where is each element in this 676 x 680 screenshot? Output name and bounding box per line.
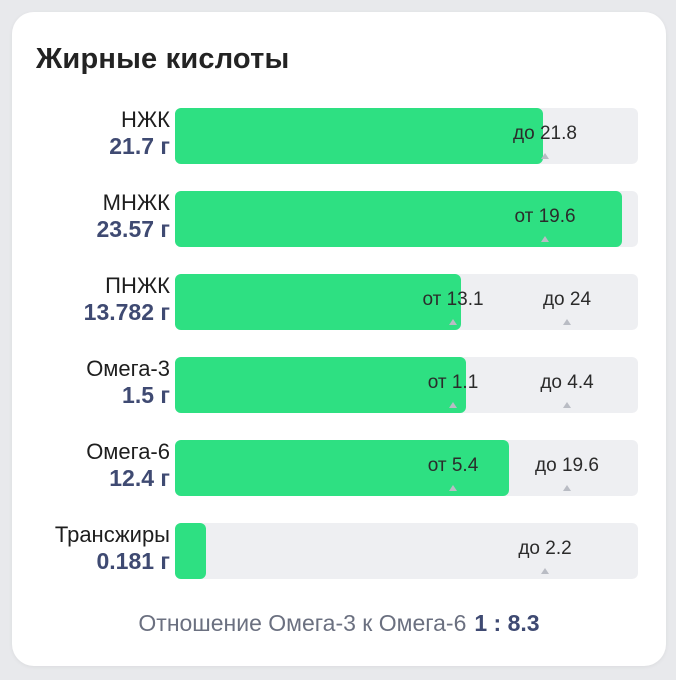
progress-track: от 13.1 до 24 — [175, 274, 638, 330]
nutrient-name: Омега-6 — [86, 439, 170, 464]
nutrient-name: НЖК — [120, 107, 170, 132]
norm-marker-label: от 19.6 — [514, 206, 576, 227]
marker-triangle-icon — [541, 153, 549, 159]
marker-triangle-icon — [449, 485, 457, 491]
progress-track: до 21.8 — [175, 108, 638, 164]
norm-marker-label: от 5.4 — [427, 455, 479, 476]
card-title: Жирные кислоты — [36, 43, 290, 75]
nutrient-label: Омега-3 1.5 г — [86, 355, 170, 409]
progress-track: до 2.2 — [175, 523, 638, 579]
omega-ratio-value: 1 : 8.3 — [474, 610, 540, 636]
nutrient-row: НЖК 21.7 г до 21.8 — [12, 106, 666, 164]
fatty-acids-card: Жирные кислоты НЖК 21.7 г до 21.8 МНЖК 23.57… — [12, 12, 666, 666]
norm-marker-label: от 1.1 — [427, 372, 479, 393]
marker-triangle-icon — [563, 319, 571, 325]
omega-ratio-label: Отношение Омега-3 к Омега-6 — [138, 610, 467, 636]
norm-marker-label: от 13.1 — [422, 289, 484, 310]
progress-track: от 19.6 — [175, 191, 638, 247]
nutrient-label: ПНЖК 13.782 г — [84, 272, 170, 326]
nutrient-name: ПНЖК — [105, 273, 170, 298]
nutrient-label: Трансжиры 0.181 г — [55, 521, 170, 575]
nutrient-amount: 21.7 г — [109, 133, 170, 159]
nutrient-label: Омега-6 12.4 г — [86, 438, 170, 492]
nutrient-name: Трансжиры — [54, 522, 170, 547]
marker-triangle-icon — [563, 485, 571, 491]
nutrient-amount: 0.181 г — [96, 548, 170, 574]
nutrient-label: МНЖК 23.57 г — [96, 189, 170, 243]
nutrient-row: МНЖК 23.57 г от 19.6 — [12, 189, 666, 247]
marker-triangle-icon — [449, 402, 457, 408]
nutrient-label: НЖК 21.7 г — [109, 106, 170, 160]
progress-fill — [175, 357, 466, 413]
nutrient-amount: 12.4 г — [109, 465, 170, 491]
progress-fill — [175, 523, 206, 579]
norm-marker-label: до 2.2 — [518, 538, 572, 559]
norm-marker-label: до 21.8 — [513, 123, 577, 144]
progress-fill — [175, 108, 543, 164]
norm-marker-label: до 4.4 — [540, 372, 594, 393]
nutrient-amount: 1.5 г — [122, 382, 170, 408]
nutrient-name: МНЖК — [102, 190, 170, 215]
nutrient-row: Омега-6 12.4 г от 5.4 до 19.6 — [12, 438, 666, 496]
progress-fill — [175, 274, 461, 330]
progress-track: от 1.1 до 4.4 — [175, 357, 638, 413]
nutrient-row: Трансжиры 0.181 г до 2.2 — [12, 521, 666, 579]
norm-marker-label: до 19.6 — [535, 455, 599, 476]
marker-triangle-icon — [563, 402, 571, 408]
omega-ratio: Отношение Омега-3 к Омега-6 1 : 8.3 — [12, 610, 666, 637]
progress-track: от 5.4 до 19.6 — [175, 440, 638, 496]
marker-triangle-icon — [541, 236, 549, 242]
nutrient-amount: 23.57 г — [96, 216, 170, 242]
norm-marker-label: до 24 — [542, 289, 592, 310]
nutrient-row: ПНЖК 13.782 г от 13.1 до 24 — [12, 272, 666, 330]
nutrient-row: Омега-3 1.5 г от 1.1 до 4.4 — [12, 355, 666, 413]
nutrient-amount: 13.782 г — [83, 299, 170, 325]
marker-triangle-icon — [541, 568, 549, 574]
marker-triangle-icon — [449, 319, 457, 325]
nutrient-name: Омега-3 — [86, 356, 170, 381]
